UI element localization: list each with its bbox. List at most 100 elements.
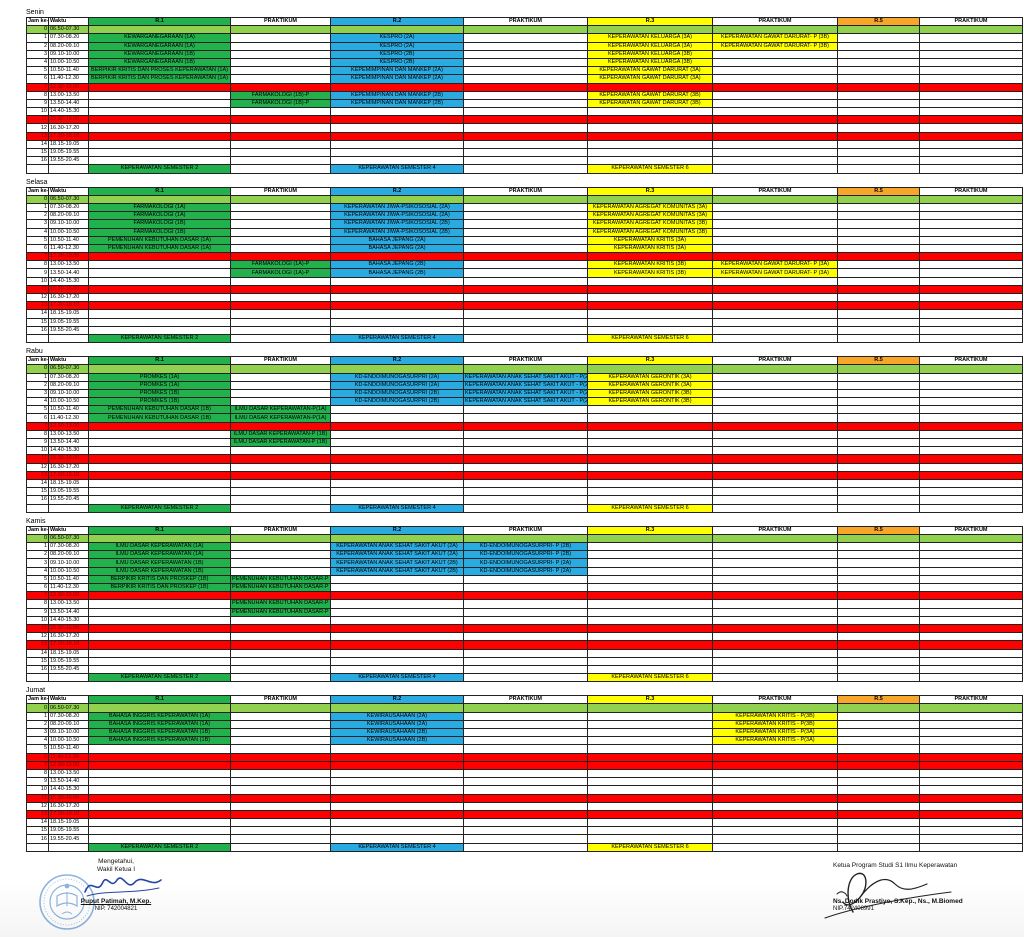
period-number: 0 [26, 25, 49, 35]
course-cell: KEPERAWATAN GAWAT DARURAT- P (3A) [712, 268, 838, 278]
course-cell [230, 558, 331, 568]
course-cell [712, 202, 838, 213]
course-cell [463, 470, 588, 480]
period-row: 5 10.50-11.40 [26, 744, 1023, 754]
column-header: PRAKTIKUM [230, 695, 331, 705]
course-cell [463, 582, 588, 593]
time-range: 08.20-09.10 [48, 380, 89, 390]
course-cell [463, 495, 588, 505]
course-cell [837, 211, 920, 221]
course-cell: PEMENUHAN KEBUTUHAN DASAR-P (1A) [230, 582, 331, 593]
course-cell [712, 25, 838, 35]
course-cell [712, 123, 838, 133]
time-range: 13.50-14.40 [48, 98, 89, 109]
course-cell [587, 744, 713, 754]
period-row: 5 10.50-11.40 PEMENUHAN KEBUTUHAN DASAR (1… [26, 235, 1023, 245]
course-cell [88, 495, 231, 505]
period-number: 5 [26, 405, 49, 415]
course-cell [230, 227, 331, 237]
course-cell [837, 202, 920, 213]
course-cell [712, 793, 838, 803]
period-row: 12 16.30-17.20 [26, 123, 1023, 133]
course-cell [712, 533, 838, 544]
course-cell [88, 656, 231, 666]
course-cell: KEPERAWATAN KRITIS (3B) [587, 260, 713, 270]
column-header: PRAKTIKUM [712, 356, 838, 366]
course-cell: KD-ENDOIMUNOGASURPRI (2A) [330, 372, 464, 382]
course-cell [587, 719, 713, 730]
course-cell [330, 284, 464, 295]
course-cell [919, 785, 1023, 795]
course-cell [837, 57, 920, 68]
course-cell: FARMAKOLOGI (1B)-P [230, 90, 331, 100]
semester-footer-cell [48, 673, 89, 683]
course-cell [230, 211, 331, 221]
period-number: 5 [26, 744, 49, 754]
course-cell [712, 752, 838, 762]
time-range: 10.50-11.40 [48, 66, 89, 76]
course-cell: BAHASA JEPANG (2A) [330, 235, 464, 245]
period-number: 2 [26, 211, 49, 221]
course-cell [88, 454, 231, 464]
course-cell [230, 194, 331, 204]
course-cell [330, 656, 464, 666]
period-row: 16 19.55-20.45 [26, 325, 1023, 335]
course-cell [88, 147, 231, 158]
period-number: 0 [26, 533, 49, 544]
course-cell [230, 711, 331, 721]
course-cell [230, 372, 331, 382]
period-row: 8 13.00-13.50 FARMAKOLOGI (1B)-P KEPEMIMPIN… [26, 90, 1023, 100]
course-cell: KEPERAWATAN GAWAT DARURAT (3A) [587, 74, 713, 84]
course-cell [463, 49, 588, 59]
column-header: R.5 [837, 695, 920, 705]
course-cell [330, 487, 464, 497]
course-cell: KEPERAWATAN GAWAT DARURAT- P (3A) [712, 260, 838, 270]
course-cell: KD-ENDOIMUNOGASURPRI- P (2B) [463, 542, 588, 552]
period-row: 3 09.10-10.00 BAHASA INGGRIS KEPERAWATAN (… [26, 727, 1023, 738]
course-cell [587, 139, 713, 150]
course-cell [837, 437, 920, 448]
course-cell [463, 66, 588, 76]
signature-right: Ketua Program Studi S1 Ilmu Keperawatan … [824, 862, 1024, 919]
period-number: 10 [26, 785, 49, 795]
break-row: 7 12.30-13.00 [26, 82, 1023, 92]
period-row: 5 10.50-11.40 PEMENUHAN KEBUTUHAN DASAR (1… [26, 405, 1023, 415]
course-cell [837, 325, 920, 335]
course-cell [919, 632, 1023, 642]
time-range: 09.10-10.00 [48, 49, 89, 59]
course-cell [919, 607, 1023, 617]
time-range: 13.00-13.50 [48, 260, 89, 270]
course-cell [712, 599, 838, 609]
course-cell: KEPERAWATAN KRITIS - P(3A) [712, 727, 838, 738]
semester-footer-cell [48, 164, 89, 174]
course-cell [230, 284, 331, 295]
course-cell [837, 566, 920, 576]
course-cell [837, 405, 920, 415]
period-row: 4 10.00-10.50 FARMAKOLOGI (1B) KEPERAWATAN … [26, 227, 1023, 237]
course-cell [463, 793, 588, 803]
period-number: 1 [26, 711, 49, 721]
course-cell [88, 131, 231, 141]
course-cell [330, 777, 464, 787]
course-cell [712, 219, 838, 229]
period-row: 1 07.30-08.20 FARMAKOLOGI (1A) KEPERAWATAN … [26, 202, 1023, 213]
course-cell: KEPEMIMPINAN DAN MANKEP (2A) [330, 66, 464, 76]
course-cell: FARMAKOLOGI (1A) [88, 211, 231, 221]
course-cell: KEPERAWATAN GAWAT DARURAT- P (3B) [712, 41, 838, 51]
period-number: 4 [26, 57, 49, 68]
course-cell [919, 156, 1023, 166]
course-cell: KESPRO (2A) [330, 33, 464, 43]
course-cell [88, 194, 231, 204]
time-range: 18.15-19.05 [48, 818, 89, 828]
course-cell [837, 421, 920, 431]
period-number: 1 [26, 202, 49, 213]
course-cell: KEWIRAUSAHAAN (2B) [330, 736, 464, 746]
column-header: PRAKTIKUM [230, 356, 331, 366]
period-row: 16 19.55-20.45 [26, 834, 1023, 844]
course-cell [712, 284, 838, 295]
course-cell [587, 582, 713, 593]
semester-footer-cell [230, 842, 331, 852]
period-row: 8 13.00-13.50 PEMENUHAN KEBUTUHAN DASAR-P … [26, 599, 1023, 609]
course-cell: PROMKES (1B) [88, 388, 231, 399]
course-cell [330, 470, 464, 480]
